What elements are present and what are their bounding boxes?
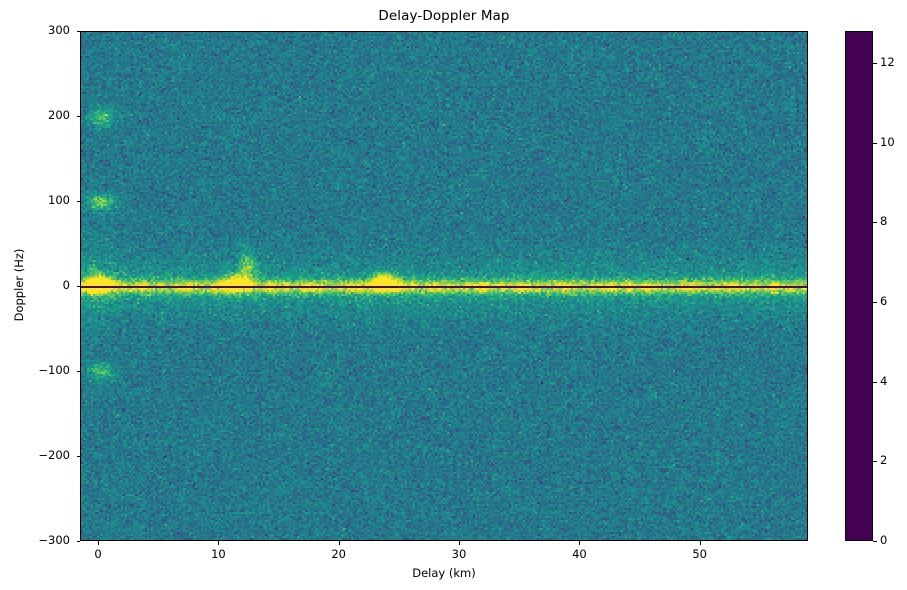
x-tick-mark	[699, 541, 701, 545]
heatmap-plot-area	[80, 31, 808, 541]
x-tick-label: 20	[331, 547, 346, 561]
colorbar-tick-label: 0	[880, 533, 888, 547]
colorbar-tick-label: 4	[880, 373, 888, 388]
x-axis-title: Delay (km)	[412, 566, 476, 580]
colorbar-tick-mark	[873, 222, 877, 224]
y-tick-label: 200	[48, 108, 70, 122]
x-tick-label: 0	[94, 547, 102, 561]
colorbar-tick-mark	[873, 301, 877, 303]
colorbar-tick-label: 6	[880, 293, 888, 308]
colorbar-tick-label: 12	[880, 54, 895, 69]
y-tick-mark	[76, 371, 80, 372]
y-tick-mark	[76, 456, 80, 457]
x-tick-label: 30	[451, 547, 467, 561]
x-tick-mark	[338, 541, 340, 545]
colorbar-tick-label: 2	[880, 453, 888, 468]
delay-doppler-heatmap-canvas	[81, 32, 807, 540]
x-tick-mark	[579, 541, 581, 545]
y-tick-label: −100	[38, 363, 70, 377]
colorbar-tick-mark	[873, 142, 877, 144]
x-tick-label: 50	[692, 547, 707, 561]
colorbar-tick-mark	[873, 62, 877, 64]
x-tick-label: 10	[211, 547, 226, 561]
y-tick-mark	[76, 286, 80, 287]
y-tick-label: 100	[48, 193, 70, 207]
colorbar	[845, 31, 873, 541]
colorbar-tick-mark	[873, 461, 877, 463]
x-tick-label: 40	[572, 547, 587, 561]
y-axis-title: Doppler (Hz)	[12, 248, 26, 322]
x-tick-mark	[218, 541, 220, 545]
y-tick-mark	[76, 201, 80, 202]
y-tick-mark	[76, 116, 80, 117]
y-tick-label: −300	[38, 533, 70, 547]
colorbar-tick-mark	[873, 541, 877, 542]
y-tick-label: 0	[62, 278, 70, 292]
y-tick-label: −200	[38, 448, 70, 462]
y-tick-mark	[76, 541, 80, 542]
y-tick-label: 300	[48, 23, 70, 37]
colorbar-tick-mark	[873, 381, 877, 383]
chart-title: Delay-Doppler Map	[378, 8, 510, 24]
colorbar-tick-label: 10	[880, 134, 895, 149]
colorbar-gradient	[846, 32, 872, 540]
y-tick-mark	[76, 31, 80, 32]
x-tick-mark	[459, 541, 460, 545]
x-tick-mark	[98, 541, 99, 545]
colorbar-tick-label: 8	[880, 214, 888, 229]
